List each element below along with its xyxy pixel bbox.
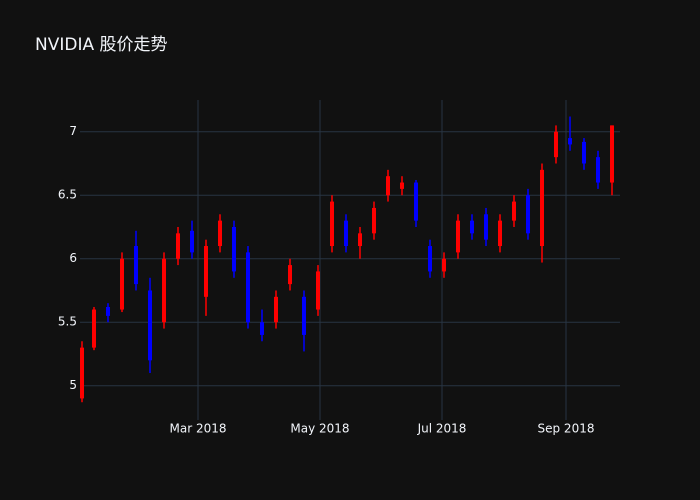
candle-body [512, 201, 516, 221]
candle-body [274, 296, 278, 323]
candle-body [204, 246, 208, 297]
candle-body [190, 230, 194, 253]
candle-body [596, 157, 600, 183]
y-tick-label: 6 [69, 251, 77, 265]
candle-body [302, 296, 306, 335]
candle-body [610, 125, 614, 183]
candle-body [414, 182, 418, 221]
candle-body [148, 290, 152, 361]
candle-body [540, 169, 544, 247]
candle-body [582, 141, 586, 164]
x-tick-label: May 2018 [290, 422, 349, 436]
candle-body [218, 220, 222, 247]
candle-body [316, 271, 320, 310]
candle-body [80, 347, 84, 399]
candle-body [232, 226, 236, 272]
candle-body [428, 246, 432, 272]
candle-body [568, 138, 572, 145]
candle-body [498, 220, 502, 247]
candle-body [92, 309, 96, 348]
y-tick-label: 6.5 [58, 188, 77, 202]
candle-body [526, 195, 530, 234]
x-tick-label: Sep 2018 [538, 422, 595, 436]
candle-body [260, 322, 264, 335]
candle-body [372, 207, 376, 234]
candle-body [134, 246, 138, 285]
candle-body [344, 220, 348, 247]
candle-body [176, 233, 180, 259]
candle-body [484, 214, 488, 240]
x-tick-label: Mar 2018 [170, 422, 227, 436]
x-tick-label: Jul 2018 [417, 422, 467, 436]
candle-body [288, 265, 292, 285]
candle-body [442, 258, 446, 272]
candle-body [106, 306, 110, 316]
candle-body [246, 252, 250, 323]
candle-body [470, 220, 474, 234]
candle-body [358, 233, 362, 247]
candle-body [386, 176, 390, 196]
y-tick-label: 5 [69, 378, 77, 392]
candle-body [456, 220, 460, 253]
candle-body [330, 201, 334, 247]
chart-title: NVIDIA 股价走势 [35, 35, 168, 55]
candle-body [400, 182, 404, 189]
candle-body [120, 258, 124, 310]
candle-body [554, 131, 558, 158]
y-tick-label: 7 [69, 124, 77, 138]
y-tick-label: 5.5 [58, 315, 77, 329]
candle-body [162, 258, 166, 323]
